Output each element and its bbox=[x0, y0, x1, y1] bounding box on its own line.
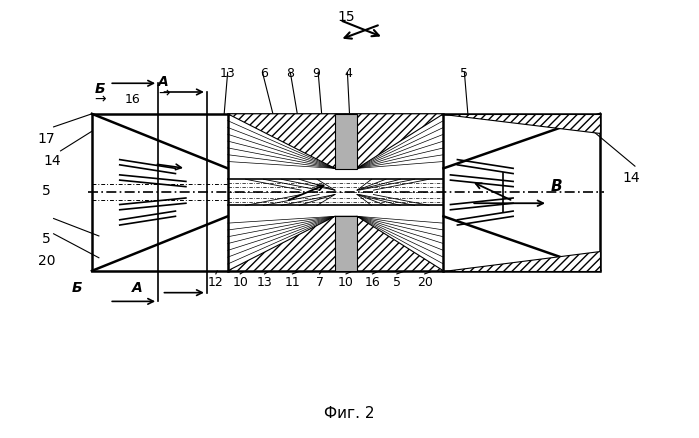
Text: 10: 10 bbox=[232, 276, 248, 289]
Text: 13: 13 bbox=[219, 67, 236, 80]
Text: Фиг. 2: Фиг. 2 bbox=[324, 405, 375, 420]
Text: 16: 16 bbox=[365, 276, 380, 289]
Text: 5: 5 bbox=[393, 276, 401, 289]
Text: Б: Б bbox=[95, 81, 106, 95]
Polygon shape bbox=[443, 252, 600, 271]
Text: →: → bbox=[158, 86, 169, 100]
Bar bbox=[335, 115, 357, 170]
Text: 5: 5 bbox=[461, 67, 468, 80]
Text: 5: 5 bbox=[42, 232, 51, 246]
Text: Б: Б bbox=[71, 281, 82, 295]
Text: 13: 13 bbox=[257, 276, 273, 289]
Text: В: В bbox=[552, 179, 563, 194]
Text: 14: 14 bbox=[43, 153, 61, 167]
Text: 8: 8 bbox=[287, 67, 294, 80]
Text: 9: 9 bbox=[312, 67, 320, 80]
Text: 16: 16 bbox=[124, 93, 140, 106]
Text: 4: 4 bbox=[344, 67, 352, 80]
Text: 15: 15 bbox=[337, 10, 355, 24]
Text: 14: 14 bbox=[623, 171, 640, 185]
Text: 10: 10 bbox=[338, 276, 354, 289]
Polygon shape bbox=[228, 115, 443, 169]
Text: 11: 11 bbox=[284, 276, 301, 289]
Polygon shape bbox=[228, 217, 443, 271]
Text: 17: 17 bbox=[38, 131, 55, 145]
Text: 20: 20 bbox=[38, 253, 55, 267]
Text: А: А bbox=[132, 281, 143, 295]
Text: 6: 6 bbox=[261, 67, 268, 80]
Text: →: → bbox=[94, 92, 106, 106]
Polygon shape bbox=[443, 115, 600, 134]
Text: 20: 20 bbox=[417, 276, 433, 289]
Bar bbox=[335, 217, 357, 271]
Text: 7: 7 bbox=[315, 276, 324, 289]
Bar bbox=[92, 115, 600, 271]
Text: 5: 5 bbox=[42, 184, 51, 198]
Text: А: А bbox=[158, 75, 169, 89]
Text: 12: 12 bbox=[208, 276, 224, 289]
